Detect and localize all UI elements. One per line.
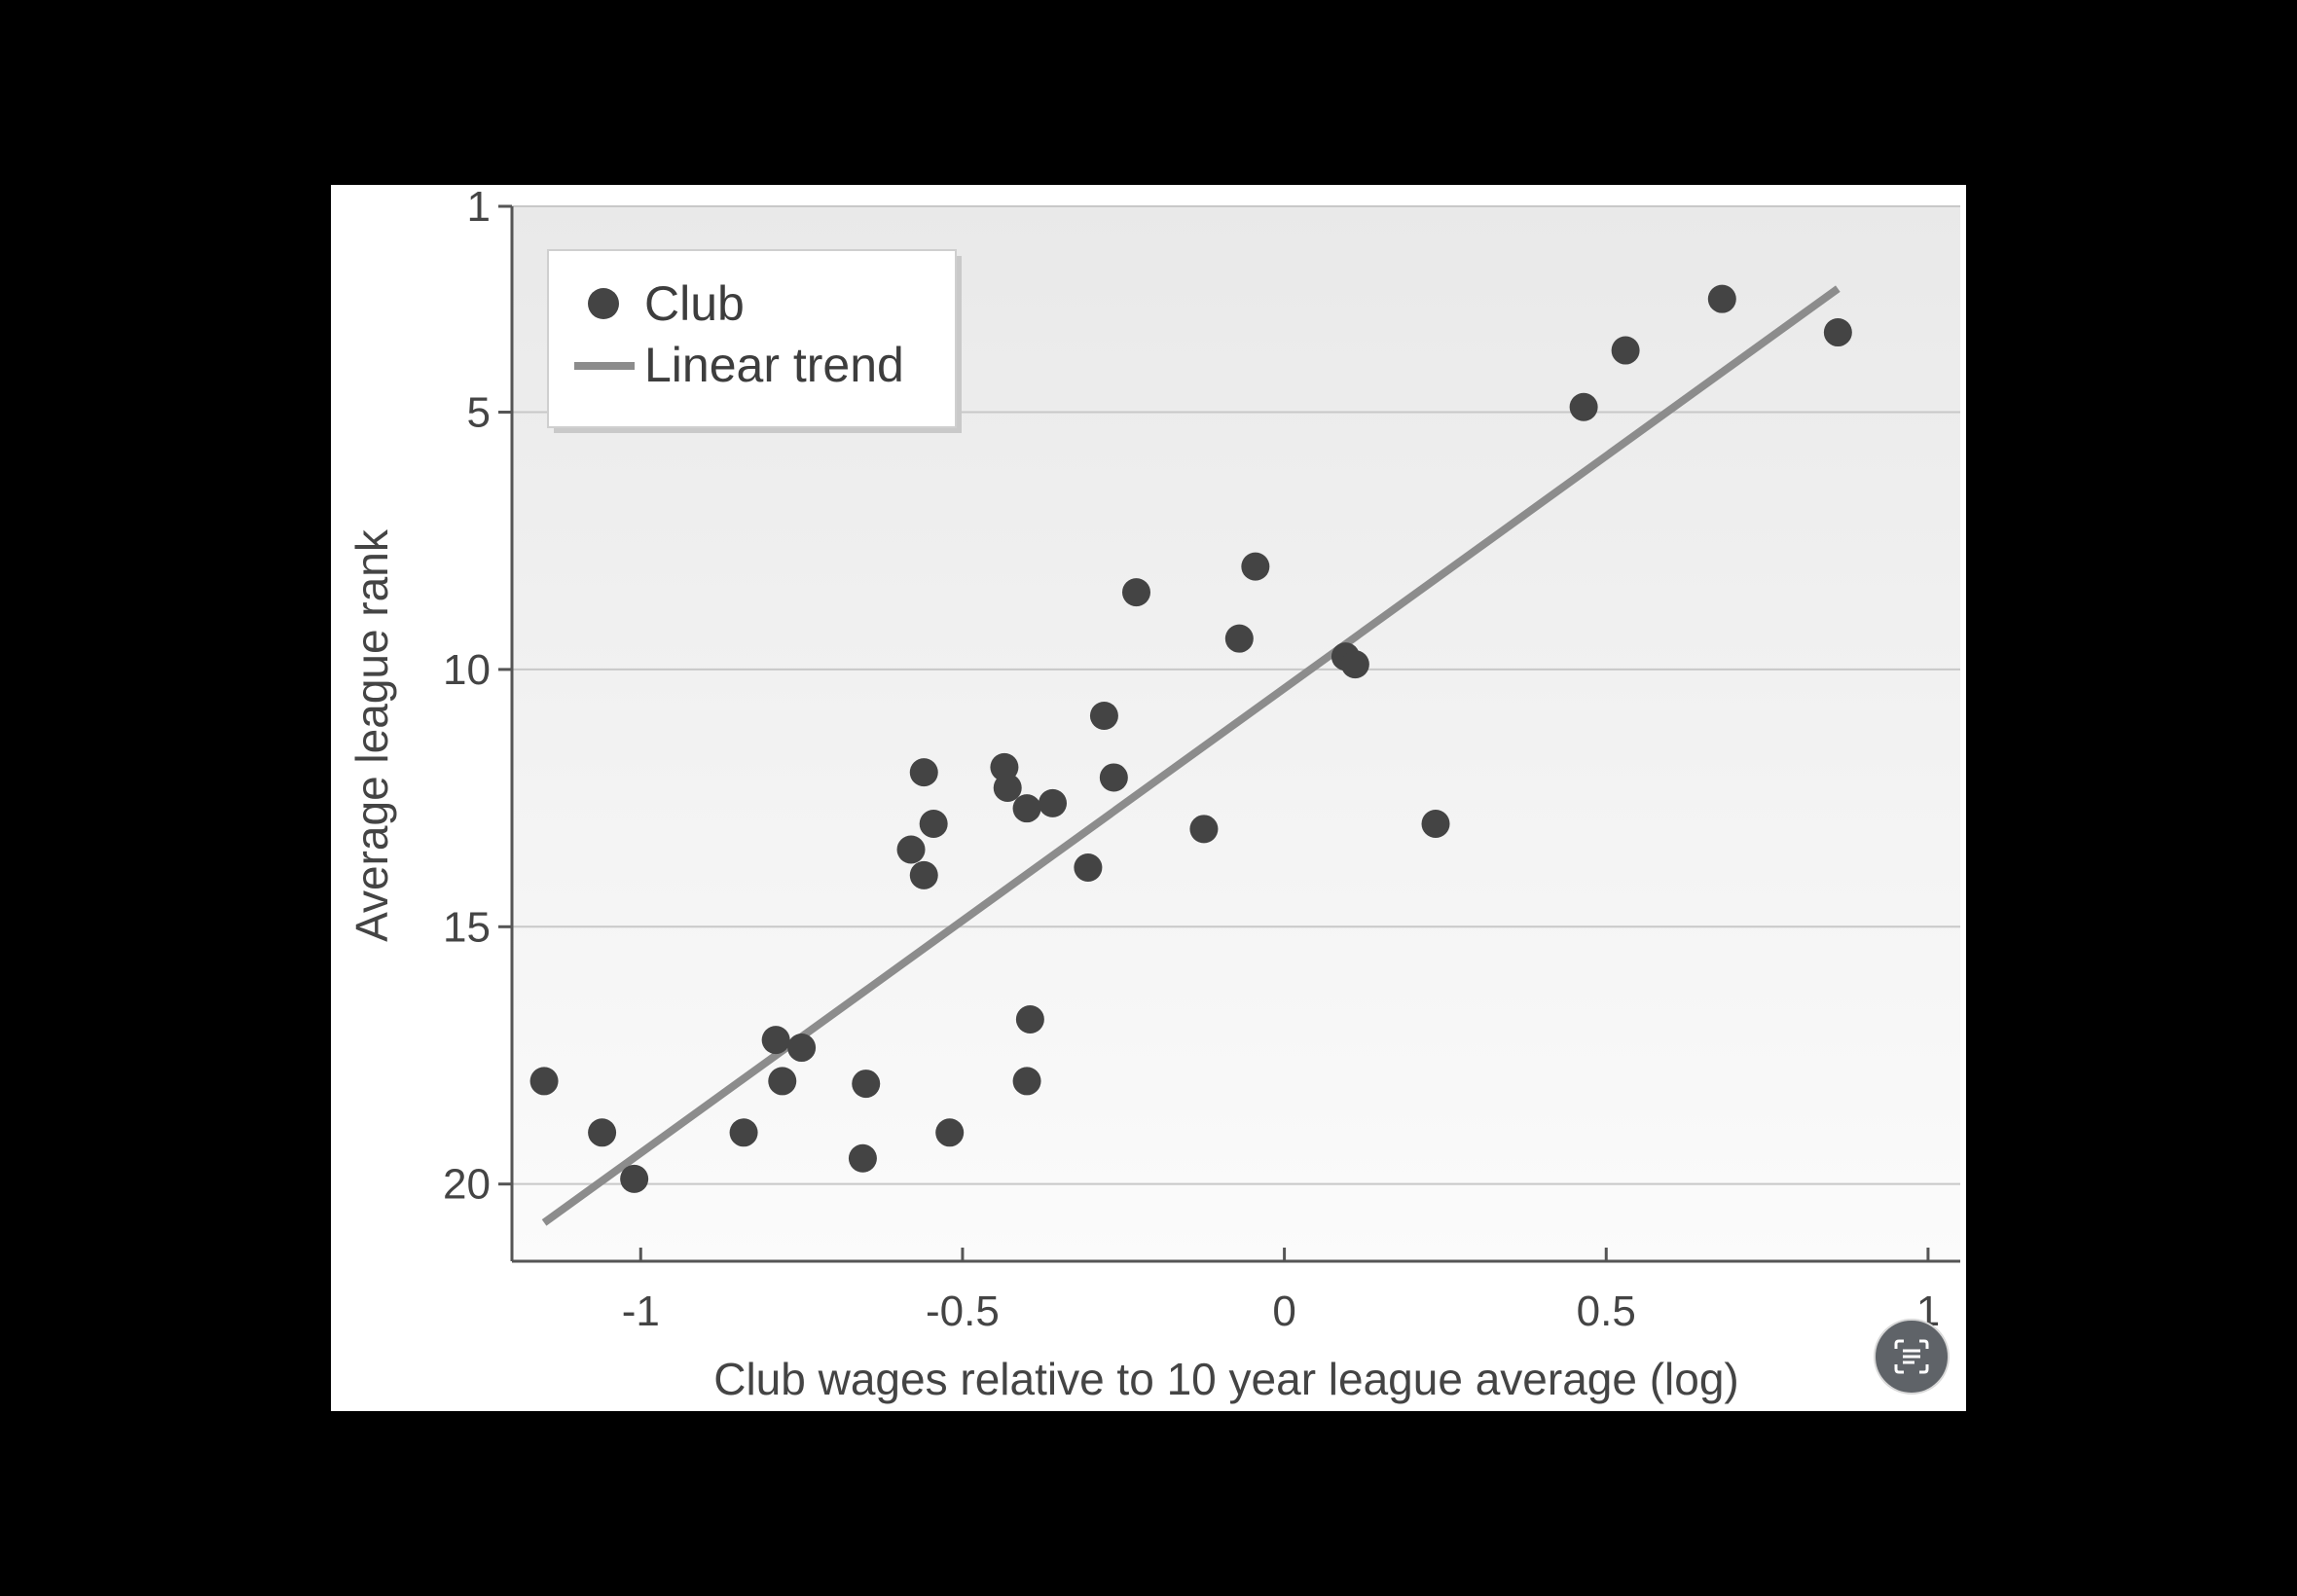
club-point bbox=[768, 1067, 797, 1096]
club-point bbox=[848, 1143, 877, 1173]
club-point bbox=[1189, 815, 1219, 844]
chart-figure: 1 5 10 15 20 -1 -0.5 0 0.5 1 Club Linear trend Cl… bbox=[331, 185, 1966, 1411]
club-point bbox=[1569, 392, 1598, 421]
x-tick-label: -0.5 bbox=[926, 1288, 1000, 1335]
club-point bbox=[1089, 701, 1118, 730]
y-tick-label: 20 bbox=[443, 1161, 491, 1209]
club-point bbox=[935, 1118, 965, 1147]
club-point bbox=[529, 1067, 559, 1096]
legend-club-marker bbox=[588, 288, 619, 319]
data-points bbox=[529, 284, 1852, 1193]
club-point bbox=[761, 1026, 790, 1055]
club-point bbox=[1421, 810, 1450, 839]
y-tick-label: 10 bbox=[443, 646, 491, 694]
x-tick-label: -1 bbox=[622, 1288, 660, 1335]
club-point bbox=[1015, 1004, 1044, 1034]
club-point bbox=[1340, 650, 1369, 679]
club-point bbox=[787, 1034, 817, 1063]
lens-search-button[interactable] bbox=[1874, 1319, 1950, 1395]
club-point bbox=[1012, 794, 1041, 823]
trend-line-layer bbox=[541, 285, 1841, 1226]
club-point bbox=[1099, 763, 1128, 792]
club-point bbox=[896, 835, 926, 864]
club-point bbox=[909, 758, 938, 787]
club-point bbox=[1224, 624, 1254, 653]
y-tick-label: 1 bbox=[467, 185, 491, 231]
y-axis-title: Average league rank bbox=[346, 528, 397, 942]
legend-club-label: Club bbox=[644, 276, 745, 331]
club-point bbox=[1611, 336, 1640, 365]
club-point bbox=[852, 1070, 881, 1099]
legend-trend-label: Linear trend bbox=[644, 338, 904, 392]
club-point bbox=[1241, 552, 1270, 581]
club-point bbox=[620, 1164, 649, 1193]
club-point bbox=[729, 1118, 758, 1147]
club-point bbox=[1039, 788, 1068, 817]
x-axis-title: Club wages relative to 10 year league av… bbox=[713, 1354, 1739, 1404]
x-tick-label: 0 bbox=[1272, 1288, 1295, 1335]
club-point bbox=[1074, 852, 1103, 882]
legend: Club Linear trend bbox=[547, 249, 962, 433]
y-tick-label: 15 bbox=[443, 903, 491, 951]
club-point bbox=[993, 774, 1022, 803]
linear-trend-line bbox=[541, 285, 1841, 1226]
y-tick-label: 5 bbox=[467, 389, 491, 437]
club-point bbox=[909, 860, 938, 889]
legend-box bbox=[547, 249, 957, 428]
club-point bbox=[1707, 284, 1736, 313]
club-point bbox=[1121, 578, 1150, 607]
x-tick-label: 0.5 bbox=[1577, 1288, 1636, 1335]
club-point bbox=[588, 1118, 617, 1147]
club-point bbox=[1823, 318, 1852, 347]
club-point bbox=[1012, 1067, 1041, 1096]
club-point bbox=[919, 810, 948, 839]
google-lens-icon bbox=[1894, 1339, 1929, 1374]
